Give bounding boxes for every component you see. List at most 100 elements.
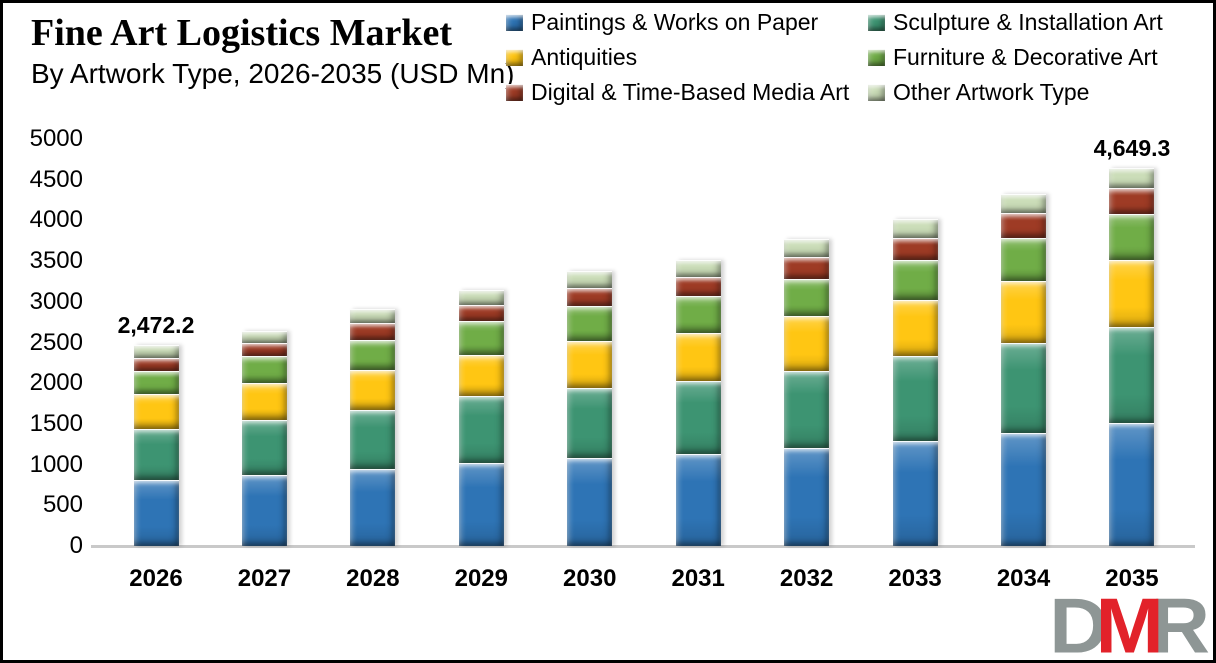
legend-swatch-antiquities-icon [506,49,523,66]
bar-2027-segment-antiquities [241,383,287,421]
legend-item-furniture-decorative-art: Furniture & Decorative Art [868,45,1163,70]
bar-2028-segment-paintings-works-on-paper [350,469,396,546]
legend-label: Paintings & Works on Paper [531,9,819,35]
bar-2033-segment-digital-time-based-media-art [892,237,938,260]
bar-2035-segment-furniture-decorative-art [1109,213,1155,261]
x-tick-label-2031: 2031 [671,565,725,592]
bar-2028 [350,309,396,546]
bar-2033-segment-antiquities [892,299,938,357]
legend-label: Antiquities [531,44,638,70]
y-tick-label-3500: 3500 [29,247,83,275]
bar-2034-segment-digital-time-based-media-art [1001,212,1047,238]
bar-2026-segment-sculpture-installation-art [133,428,179,481]
x-tick-label-2035: 2035 [1105,565,1159,592]
legend: Paintings & Works on Paper Sculpture & In… [506,10,1163,105]
bar-2026-segment-antiquities [133,393,179,429]
y-tick-label-1500: 1500 [29,409,83,437]
y-tick-label-4500: 4500 [29,165,83,193]
bar-2035-segment-other-artwork-type [1109,167,1155,189]
bar-2027-segment-other-artwork-type [241,331,287,343]
bar-2033 [892,218,938,546]
bar-2035-segment-paintings-works-on-paper [1109,423,1155,546]
legend-item-antiquities: Antiquities [506,45,866,70]
bar-2028-segment-other-artwork-type [350,309,396,323]
bar-2032 [784,239,830,546]
x-tick-label-2027: 2027 [237,565,292,592]
chart-header: Fine Art Logistics Market By Artwork Typ… [31,11,514,91]
y-tick-label-2000: 2000 [29,369,83,397]
bar-2029-segment-furniture-decorative-art [458,321,504,355]
bar-2030-segment-furniture-decorative-art [567,306,613,342]
bar-2033-segment-other-artwork-type [892,218,938,238]
bar-2030 [567,271,613,546]
bar-2033-segment-paintings-works-on-paper [892,440,938,546]
legend-swatch-paintings-works-on-paper-icon [506,14,523,31]
bar-2034-segment-paintings-works-on-paper [1001,432,1047,546]
x-tick-label-2034: 2034 [996,565,1051,592]
x-tick-label-2030: 2030 [563,565,617,592]
bar-2032-segment-digital-time-based-media-art [784,257,830,280]
bar-2029 [458,289,504,546]
bar-2029-segment-digital-time-based-media-art [458,304,504,322]
bar-2032-segment-antiquities [784,316,830,371]
x-tick-label-2033: 2033 [888,565,942,592]
legend-label: Furniture & Decorative Art [893,44,1158,70]
bar-2030-segment-antiquities [567,341,613,389]
legend-swatch-sculpture-installation-art-icon [868,14,885,31]
legend-label: Digital & Time-Based Media Art [531,79,850,105]
x-tick-label-2028: 2028 [346,565,400,592]
bar-2031-segment-furniture-decorative-art [675,296,721,333]
bar-2030-segment-other-artwork-type [567,271,613,288]
bar-2029-segment-sculpture-installation-art [458,396,504,463]
bar-2032-segment-other-artwork-type [784,239,830,258]
x-tick-label-2026: 2026 [129,565,183,592]
bar-2028-segment-furniture-decorative-art [350,339,396,370]
page-subtitle: By Artwork Type, 2026-2035 (USD Mn) [31,58,515,89]
bar-2035-segment-digital-time-based-media-art [1109,188,1155,214]
legend-swatch-furniture-decorative-art-icon [868,49,885,66]
legend-item-digital-time-based-media-art: Digital & Time-Based Media Art [506,80,866,105]
bar-2029-segment-antiquities [458,354,504,397]
dmr-logo: DMR [1049,583,1210,663]
bar-2027-segment-furniture-decorative-art [241,356,287,384]
bar-2032-segment-paintings-works-on-paper [784,447,830,546]
bar-value-label-2035: 4,649.3 [1093,134,1171,161]
legend-swatch-digital-time-based-media-art-icon [506,84,523,101]
bar-2029-segment-other-artwork-type [458,289,504,305]
bar-2033-segment-sculpture-installation-art [892,356,938,441]
bar-2034-segment-sculpture-installation-art [1001,342,1047,433]
bar-value-label-2026: 2,472.2 [117,311,195,338]
bar-2031-segment-antiquities [675,332,721,382]
bar-2031-segment-digital-time-based-media-art [675,276,721,297]
logo-letter-d: D [1049,583,1108,663]
legend-swatch-other-artwork-type-icon [868,84,885,101]
bar-2027-segment-digital-time-based-media-art [241,342,287,357]
bar-2026 [133,344,179,546]
logo-letter-r: R [1150,583,1210,663]
bar-2034-segment-furniture-decorative-art [1001,237,1047,282]
bar-2030-segment-sculpture-installation-art [567,388,613,459]
bar-2027-segment-paintings-works-on-paper [241,475,287,546]
bar-2026-segment-other-artwork-type [133,344,179,358]
bar-2027-segment-sculpture-installation-art [241,420,287,476]
plot-area: 0 500 1000 1500 2000 2500 3000 3500 4000 4500 5000… [3,3,1213,660]
x-tick-label-2032: 2032 [779,565,834,592]
bar-2027 [241,331,287,546]
bar-2031-segment-other-artwork-type [675,259,721,277]
bar-2031-segment-sculpture-installation-art [675,381,721,455]
x-axis-line [91,545,1195,548]
bar-2030-segment-digital-time-based-media-art [567,287,613,307]
bar-2034-segment-other-artwork-type [1001,194,1047,213]
x-tick-label-2029: 2029 [454,565,508,592]
bar-2026-segment-digital-time-based-media-art [133,357,179,371]
legend-item-sculpture-installation-art: Sculpture & Installation Art [868,10,1163,35]
bar-2034-segment-antiquities [1001,281,1047,343]
y-tick-label-500: 500 [42,491,83,519]
legend-label: Other Artwork Type [893,79,1090,105]
y-tick-label-1000: 1000 [29,450,83,478]
bar-2032-segment-sculpture-installation-art [784,370,830,448]
legend-item-paintings-works-on-paper: Paintings & Works on Paper [506,10,866,35]
page-title: Fine Art Logistics Market [31,12,453,54]
bar-2029-segment-paintings-works-on-paper [458,462,504,546]
